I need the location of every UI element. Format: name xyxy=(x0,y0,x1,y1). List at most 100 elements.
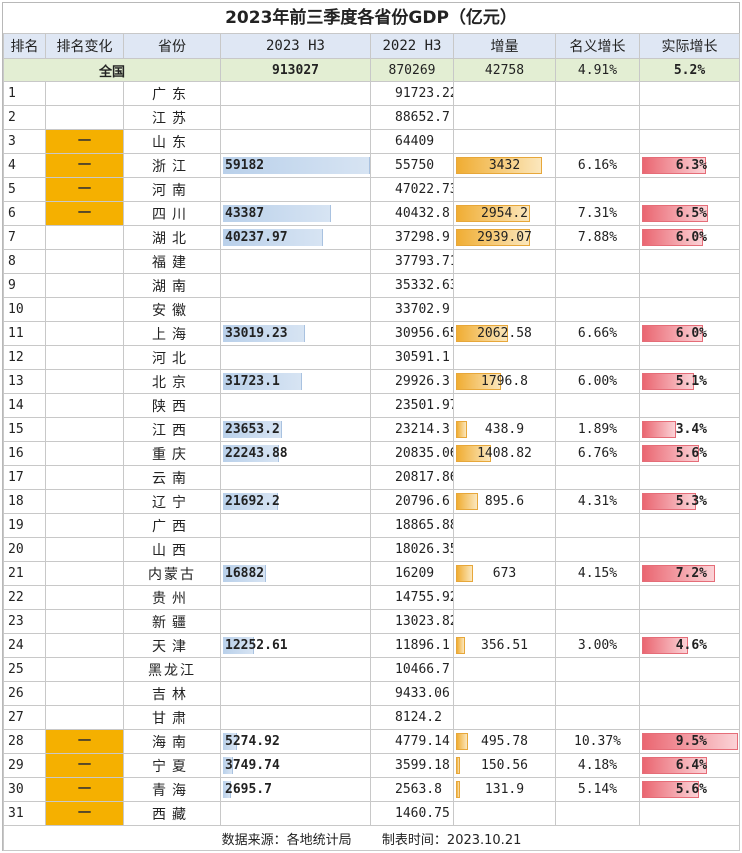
gdp-2023-bar xyxy=(223,565,266,582)
nominal-growth-cell: 6.00% xyxy=(555,369,640,394)
increase-cell xyxy=(453,273,556,298)
increase-cell xyxy=(453,537,556,562)
nominal-growth-cell xyxy=(555,249,640,274)
rank-change-cell xyxy=(45,81,124,106)
gdp-2022-cell: 30591.1 xyxy=(370,345,454,370)
province-cell: 海南 xyxy=(123,729,221,754)
table-row: 28 一海南 5274.92 4779.14 495.78 10.37% 9.5% xyxy=(3,729,740,754)
increase-cell xyxy=(453,657,556,682)
gdp-2023-cell: 3749.74 xyxy=(220,753,371,778)
increase-cell: 131.9 xyxy=(453,777,556,802)
gdp-2023-bar xyxy=(223,325,305,342)
increase-bar xyxy=(456,325,508,342)
real-growth-value: 3.4% xyxy=(675,422,707,437)
real-growth-cell xyxy=(639,345,740,370)
real-growth-bar xyxy=(642,157,706,174)
real-growth-cell: 5.3% xyxy=(639,489,740,514)
increase-cell: 2939.07 xyxy=(453,225,556,250)
table-row: 10 安徽 33702.9 xyxy=(3,297,740,322)
increase-cell xyxy=(453,465,556,490)
province-cell: 贵州 xyxy=(123,585,221,610)
gdp-2022-cell: 20796.6 xyxy=(370,489,454,514)
province-cell: 山西 xyxy=(123,537,221,562)
rank-change-cell xyxy=(45,417,124,442)
increase-value: 895.6 xyxy=(484,494,525,509)
rank-cell: 23 xyxy=(3,609,46,634)
increase-cell xyxy=(453,681,556,706)
gdp-2023-cell xyxy=(220,657,371,682)
gdp-2022-cell: 20835.06 xyxy=(370,441,454,466)
rank-change-cell xyxy=(45,561,124,586)
gdp-2022-cell: 14755.92 xyxy=(370,585,454,610)
rank-change-badge: 一 xyxy=(46,730,123,753)
real-growth-cell: 6.5% xyxy=(639,201,740,226)
gdp-2023-cell xyxy=(220,273,371,298)
province-cell: 内蒙古 xyxy=(123,561,221,586)
rank-change-cell: 一 xyxy=(45,777,124,802)
nominal-growth-cell xyxy=(555,513,640,538)
real-growth-cell xyxy=(639,681,740,706)
increase-cell: 438.9 xyxy=(453,417,556,442)
province-cell: 安徽 xyxy=(123,297,221,322)
rank-cell: 24 xyxy=(3,633,46,658)
increase-value: 150.56 xyxy=(481,758,528,773)
gdp-2022-cell: 2563.8 xyxy=(370,777,454,802)
gdp-2023-cell xyxy=(220,393,371,418)
rank-cell: 7 xyxy=(3,225,46,250)
rank-cell: 22 xyxy=(3,585,46,610)
increase-cell: 150.56 xyxy=(453,753,556,778)
real-growth-cell: 6.0% xyxy=(639,225,740,250)
real-growth-cell: 5.1% xyxy=(639,369,740,394)
increase-value: 1408.82 xyxy=(477,446,532,461)
increase-bar xyxy=(456,421,467,438)
header-increase: 增量 xyxy=(453,33,556,59)
rank-change-cell xyxy=(45,393,124,418)
rank-cell: 11 xyxy=(3,321,46,346)
increase-cell: 895.6 xyxy=(453,489,556,514)
gdp-2022-cell: 13023.82 xyxy=(370,609,454,634)
province-cell: 山东 xyxy=(123,129,221,154)
increase-cell xyxy=(453,705,556,730)
gdp-table: 排名 排名变化 省份 2023 H3 2022 H3 增量 名义增长 实际增长 … xyxy=(3,33,740,851)
header-real-growth: 实际增长 xyxy=(639,33,740,59)
province-cell: 甘肃 xyxy=(123,705,221,730)
nominal-growth-cell: 6.16% xyxy=(555,153,640,178)
rank-change-badge: 一 xyxy=(46,754,123,777)
gdp-2022-cell: 91723.22 xyxy=(370,81,454,106)
province-cell: 宁夏 xyxy=(123,753,221,778)
province-cell: 上海 xyxy=(123,321,221,346)
increase-bar xyxy=(456,229,530,246)
table-row: 29 一宁夏 3749.74 3599.18 150.56 4.18% 6.4% xyxy=(3,753,740,778)
rank-change-cell: 一 xyxy=(45,753,124,778)
gdp-2022-cell: 35332.63 xyxy=(370,273,454,298)
real-growth-value: 5.6% xyxy=(675,446,707,461)
gdp-2023-cell: 12252.61 xyxy=(220,633,371,658)
rank-change-badge: 一 xyxy=(46,178,123,201)
gdp-2023-cell: 23653.2 xyxy=(220,417,371,442)
real-growth-cell: 4.6% xyxy=(639,633,740,658)
national-2022: 870269 xyxy=(370,58,454,82)
nominal-growth-cell xyxy=(555,393,640,418)
increase-value: 356.51 xyxy=(481,638,528,653)
rank-cell: 13 xyxy=(3,369,46,394)
real-growth-value: 6.3% xyxy=(675,158,707,173)
rank-cell: 27 xyxy=(3,705,46,730)
table-row: 22 贵州 14755.92 xyxy=(3,585,740,610)
table-row: 7 湖北 40237.97 37298.9 2939.07 7.88% 6.0% xyxy=(3,225,740,250)
increase-cell: 1408.82 xyxy=(453,441,556,466)
rank-change-cell xyxy=(45,249,124,274)
real-growth-cell xyxy=(639,177,740,202)
gdp-2022-cell: 37793.71 xyxy=(370,249,454,274)
nominal-growth-cell: 7.88% xyxy=(555,225,640,250)
real-growth-cell xyxy=(639,537,740,562)
header-2022-h3: 2022 H3 xyxy=(370,33,454,59)
gdp-2023-value: 21692.2 xyxy=(225,494,280,509)
gdp-2023-cell xyxy=(220,249,371,274)
footer: 数据来源：各地统计局 制表时间：2023.10.21 xyxy=(3,825,740,851)
table-row: 24 天津 12252.61 11896.1 356.51 3.00% 4.6% xyxy=(3,633,740,658)
nominal-growth-cell xyxy=(555,681,640,706)
gdp-2023-value: 5274.92 xyxy=(225,734,280,749)
nominal-growth-cell xyxy=(555,273,640,298)
increase-value: 2954.2 xyxy=(481,206,528,221)
real-growth-cell xyxy=(639,129,740,154)
